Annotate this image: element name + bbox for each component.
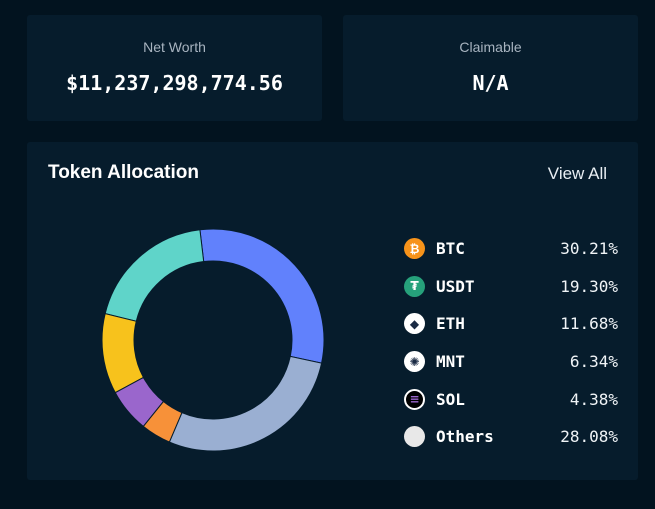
token-symbol: Others xyxy=(436,427,494,447)
token-percent: 6.34% xyxy=(569,352,618,372)
claimable-label: Claimable xyxy=(459,39,522,55)
token-row-btc[interactable]: ₿ BTC 30.21% xyxy=(404,230,618,268)
token-row-others[interactable]: Others 28.08% xyxy=(404,418,618,456)
token-row-sol[interactable]: ≡ SOL 4.38% xyxy=(404,380,618,418)
token-percent: 4.38% xyxy=(569,389,618,409)
token-row-usdt[interactable]: ₮ USDT 19.30% xyxy=(404,268,618,306)
net-worth-label: Net Worth xyxy=(143,39,206,55)
donut-slice-usdt[interactable] xyxy=(104,229,205,322)
donut-slice-btc[interactable] xyxy=(199,228,325,364)
bitcoin-icon: ₿ xyxy=(404,238,425,260)
token-row-mnt[interactable]: ✺ MNT 6.34% xyxy=(404,343,618,381)
token-symbol: ETH xyxy=(436,314,465,334)
solana-icon: ≡ xyxy=(404,388,425,410)
net-worth-value: $11,237,298,774.56 xyxy=(66,71,283,95)
token-symbol: SOL xyxy=(436,389,465,409)
token-percent: 28.08% xyxy=(560,427,618,447)
claimable-card: Claimable N/A xyxy=(343,15,638,121)
view-all-link[interactable]: View All xyxy=(547,164,607,183)
token-row-eth[interactable]: ◆ ETH 11.68% xyxy=(404,305,618,343)
net-worth-card: Net Worth $11,237,298,774.56 xyxy=(27,15,322,121)
allocation-donut-chart xyxy=(101,228,325,452)
tether-icon: ₮ xyxy=(404,275,425,297)
token-percent: 19.30% xyxy=(560,276,618,296)
token-symbol: USDT xyxy=(436,276,475,296)
token-percent: 30.21% xyxy=(560,239,618,259)
token-symbol: MNT xyxy=(436,352,465,372)
others-icon xyxy=(404,426,425,448)
token-percent: 11.68% xyxy=(560,314,618,334)
token-list: ₿ BTC 30.21% ₮ USDT 19.30% ◆ ETH 11.68% … xyxy=(404,230,618,456)
donut-slice-others[interactable] xyxy=(168,355,323,452)
token-allocation-card: Token Allocation View All ₿ BTC 30.21% ₮… xyxy=(27,142,638,480)
mantle-icon: ✺ xyxy=(404,351,425,373)
token-allocation-title: Token Allocation xyxy=(48,162,199,183)
token-symbol: BTC xyxy=(436,239,465,259)
ethereum-icon: ◆ xyxy=(404,313,425,335)
claimable-value: N/A xyxy=(472,71,509,95)
